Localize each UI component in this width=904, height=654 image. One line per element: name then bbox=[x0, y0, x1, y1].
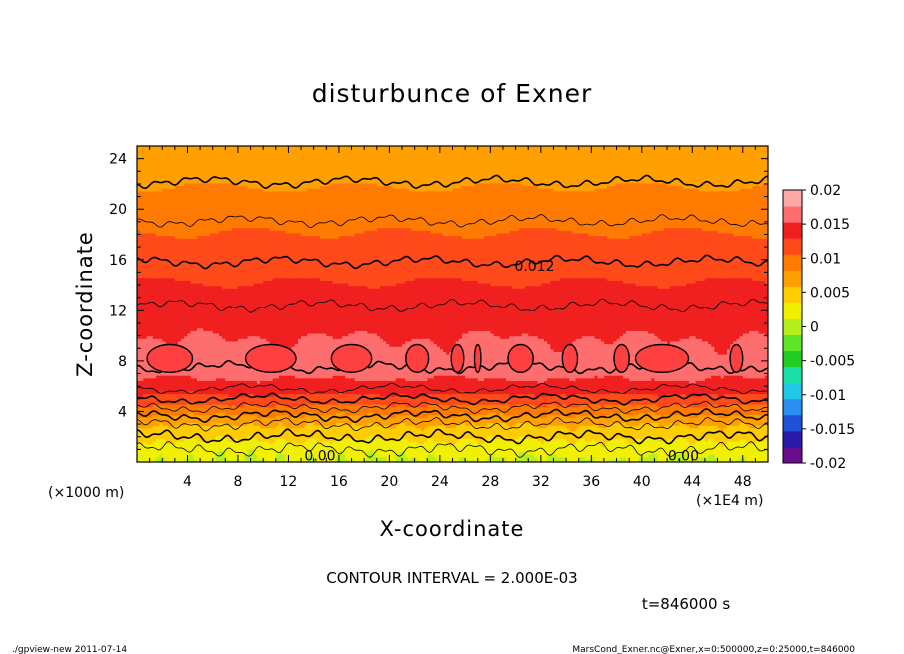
chart-title: disturbunce of Exner bbox=[312, 79, 593, 108]
